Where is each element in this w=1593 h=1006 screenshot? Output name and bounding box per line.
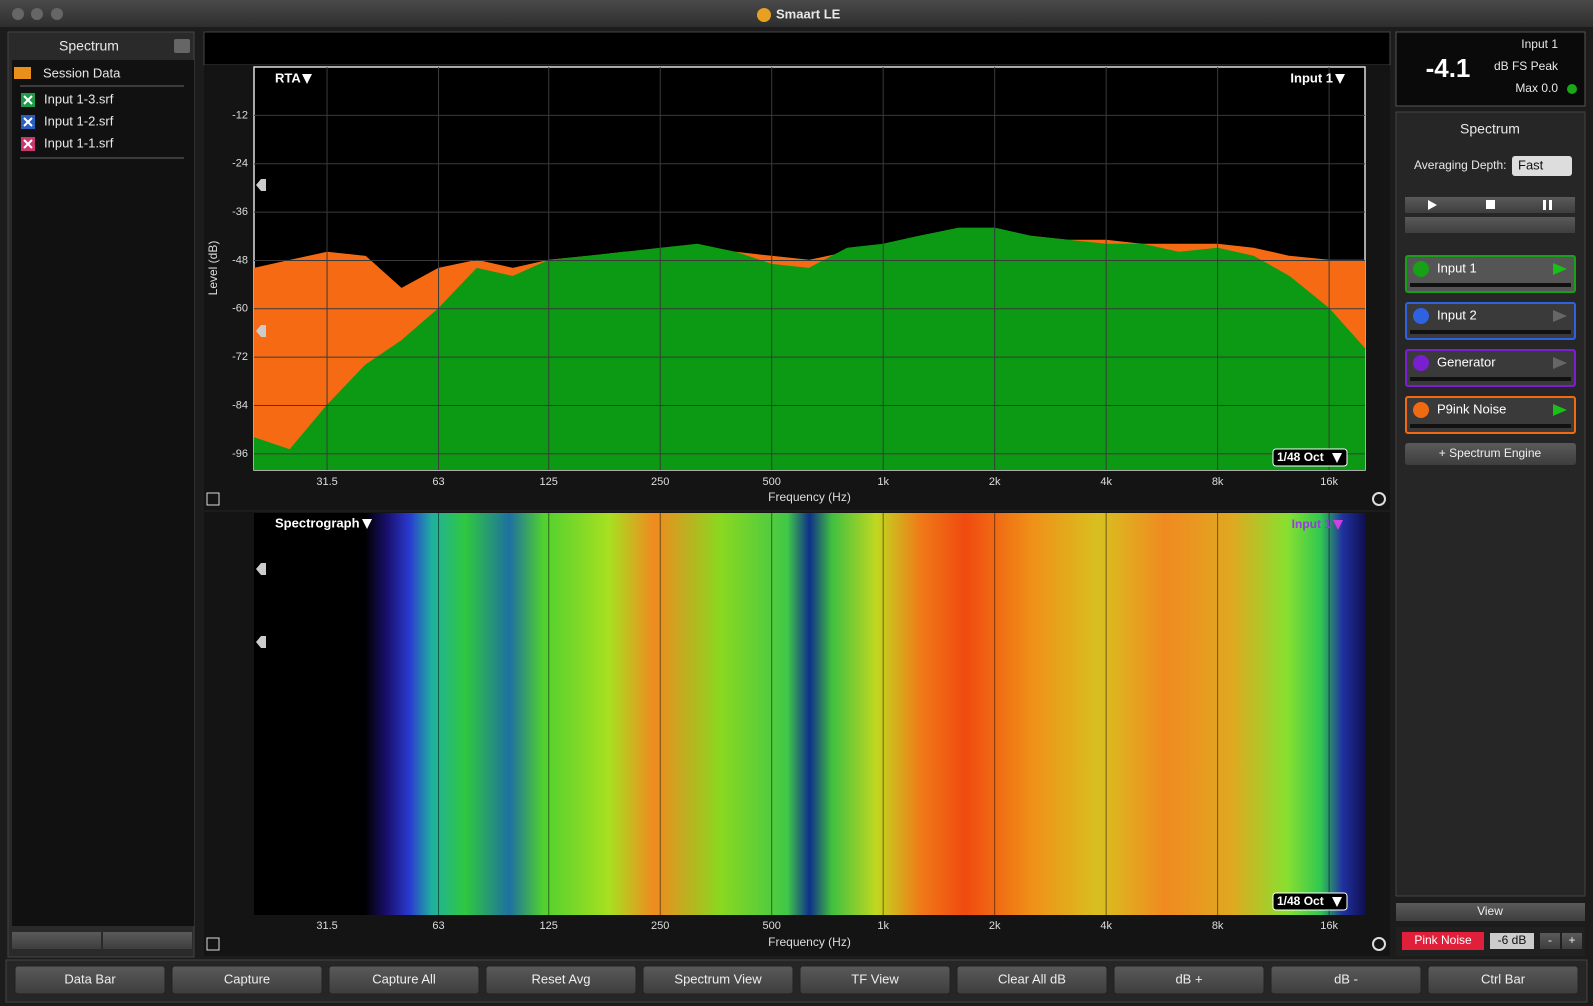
level-down-label: - [1548,933,1552,947]
file-list [12,60,194,926]
plot-title[interactable]: RTA [275,70,301,85]
meter-mode[interactable]: dB FS Peak [1494,59,1559,73]
x-tick-label: 125 [540,920,558,932]
engine-led [1413,261,1429,277]
engine-level-bar [1410,283,1571,287]
y-tick-label: -60 [232,303,248,315]
meter-max: Max 0.0 [1515,81,1558,95]
source-label[interactable]: Input 1 [1292,517,1332,531]
x-tick-label: 31.5 [316,920,337,932]
x-tick-label: 1k [877,920,889,932]
x-tick-label: 2k [989,476,1001,488]
add-engine-label: + Spectrum Engine [1439,446,1542,460]
file-label[interactable]: Input 1-2.srf [44,113,114,128]
engine-label: Input 2 [1437,307,1477,322]
folder-icon [14,67,31,79]
spectrograph-plot [254,513,1365,915]
close-button[interactable] [12,8,24,20]
generator-label: Pink Noise [1414,933,1472,947]
x-tick-label: 4k [1100,920,1112,932]
zoom-button[interactable] [51,8,63,20]
app-icon [757,8,771,22]
x-tick-label: 2k [989,920,1001,932]
toolbar-button-label: Data Bar [64,971,116,986]
pause-button[interactable] [1543,200,1546,210]
file-label[interactable]: Input 1-3.srf [44,91,114,106]
averaging-value: Fast [1518,157,1544,172]
x-axis-label: Frequency (Hz) [768,935,851,949]
averaging-label: Averaging Depth: [1414,158,1507,172]
top-bar [204,32,1390,65]
x-tick-label: 8k [1212,476,1224,488]
toolbar-button-label: Capture [224,971,270,986]
view-label: View [1477,904,1503,918]
engine-led [1413,308,1429,324]
source-label[interactable]: Input 1 [1290,70,1333,85]
x-tick-label: 500 [763,476,781,488]
gen-level: -6 dB [1498,933,1527,947]
engine-level-bar [1410,424,1571,428]
x-tick-label: 63 [432,476,444,488]
toolbar-button-label: Clear All dB [998,971,1066,986]
engine-label: Generator [1437,354,1496,369]
panel-menu[interactable] [174,39,190,53]
meter-value: -4.1 [1426,53,1471,83]
y-tick-label: -36 [232,206,248,218]
session-label[interactable]: Session Data [43,65,121,80]
window-title: Smaart LE [776,6,841,21]
x-tick-label: 500 [763,920,781,932]
resolution-label: 1/48 Oct [1277,894,1324,908]
x-tick-label: 250 [651,476,669,488]
plot-title[interactable]: Spectrograph [275,515,360,530]
pause-button[interactable] [1549,200,1552,210]
toolbar-button-label: dB - [1334,971,1358,986]
engine-led [1413,355,1429,371]
info-button[interactable] [12,932,101,949]
x-tick-label: 125 [540,476,558,488]
tools-button[interactable] [1405,217,1575,233]
toolbar-button-label: dB + [1175,971,1202,986]
y-tick-label: -24 [232,158,248,170]
y-tick-label: -48 [232,254,248,266]
meter-source[interactable]: Input 1 [1521,37,1558,51]
toolbar-button-label: Reset Avg [531,971,590,986]
x-tick-label: 63 [432,920,444,932]
x-tick-label: 16k [1320,920,1338,932]
control-title: Spectrum [1460,121,1520,137]
toolbar-button-label: Ctrl Bar [1481,971,1526,986]
panel-title: Spectrum [59,38,119,54]
toolbar-button-label: Capture All [372,971,436,986]
x-tick-label: 16k [1320,476,1338,488]
toolbar-button-label: TF View [851,971,899,986]
engine-level-bar [1410,330,1571,334]
toolbar-button-label: Spectrum View [674,971,762,986]
y-tick-label: -72 [232,351,248,363]
engine-level-bar [1410,377,1571,381]
y-tick-label: -12 [232,109,248,121]
x-axis-label: Frequency (Hz) [768,490,851,504]
y-axis-label: Level (dB) [206,241,220,296]
engine-led [1413,402,1429,418]
y-tick-label: -96 [232,448,248,460]
file-label[interactable]: Input 1-1.srf [44,135,114,150]
engine-label: P9ink Noise [1437,401,1506,416]
delete-button[interactable] [103,932,192,949]
resolution-label: 1/48 Oct [1277,450,1324,464]
x-tick-label: 31.5 [316,476,337,488]
meter-led [1567,84,1577,94]
x-tick-label: 250 [651,920,669,932]
stop-button[interactable] [1486,200,1495,209]
y-tick-label: -84 [232,399,248,411]
x-tick-label: 8k [1212,920,1224,932]
engine-label: Input 1 [1437,260,1477,275]
x-tick-label: 4k [1100,476,1112,488]
x-tick-label: 1k [877,476,889,488]
level-up-label: + [1568,933,1575,947]
minimize-button[interactable] [31,8,43,20]
